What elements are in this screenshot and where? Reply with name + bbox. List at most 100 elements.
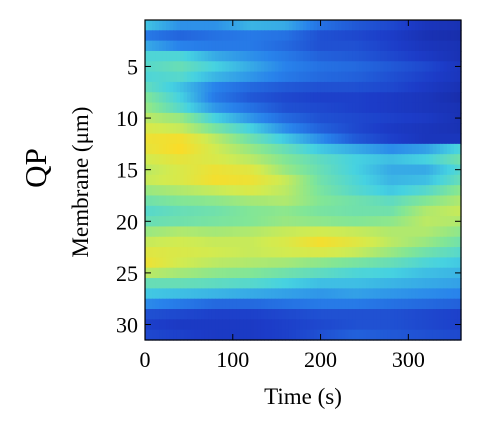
heatmap-cell (299, 257, 304, 269)
heatmap-cell (257, 319, 262, 331)
heatmap-cell (320, 133, 325, 145)
heatmap-cell (376, 133, 381, 145)
heatmap-cell (281, 216, 287, 228)
heatmap-cell (225, 247, 230, 259)
heatmap-cell (453, 195, 459, 207)
heatmap-cell (306, 216, 311, 228)
heatmap-cell (243, 298, 248, 310)
heatmap-cell (208, 247, 213, 259)
heatmap-cell (418, 143, 423, 155)
heatmap-cell (432, 205, 438, 217)
heatmap-cell (362, 319, 367, 331)
heatmap-cell (303, 257, 308, 269)
heatmap-cell (295, 257, 301, 269)
heatmap-cell (404, 278, 409, 289)
heatmap-cell (436, 81, 441, 93)
heatmap-cell (190, 329, 195, 341)
heatmap-cell (229, 329, 234, 341)
heatmap-cell (355, 81, 360, 93)
heatmap-cell (204, 319, 209, 331)
heatmap-cell (260, 185, 265, 197)
heatmap-cell (376, 319, 381, 331)
heatmap-cell (397, 40, 402, 52)
heatmap-cell (366, 185, 371, 197)
heatmap-cell (187, 257, 192, 269)
heatmap-cell (387, 123, 392, 135)
heatmap-cell (345, 61, 350, 73)
heatmap-cell (453, 40, 459, 52)
heatmap-cell (148, 236, 153, 248)
heatmap-cell (439, 195, 445, 207)
heatmap-cell (355, 329, 360, 341)
heatmap-cell (348, 236, 353, 248)
heatmap-cell (411, 50, 416, 62)
x-tick-label: 100 (216, 347, 249, 372)
heatmap-cell (425, 205, 430, 217)
heatmap-cell (155, 329, 160, 341)
heatmap-cell (338, 309, 343, 320)
heatmap-cell (390, 30, 395, 42)
heatmap-cell (292, 154, 297, 166)
heatmap-cell (362, 247, 367, 259)
heatmap-cell (180, 247, 185, 259)
heatmap-cell (401, 30, 406, 42)
heatmap-cell (327, 123, 332, 135)
heatmap-cell (278, 309, 283, 320)
heatmap-cell (352, 143, 357, 155)
heatmap-cell (267, 226, 272, 238)
heatmap-cell (457, 288, 462, 300)
heatmap-cell (338, 226, 343, 238)
heatmap-cell (281, 298, 287, 310)
heatmap-cell (232, 267, 237, 279)
heatmap-cell (457, 174, 462, 186)
heatmap-cell (271, 319, 276, 331)
heatmap-cell (390, 226, 395, 238)
heatmap-cell (295, 112, 301, 124)
heatmap-cell (187, 92, 192, 104)
heatmap-cell (257, 278, 262, 289)
heatmap-cell (176, 236, 181, 248)
heatmap-cell (390, 278, 395, 289)
heatmap-cell (169, 288, 174, 300)
heatmap-cell (425, 30, 430, 42)
heatmap-cell (345, 205, 350, 217)
heatmap-cell (418, 226, 423, 238)
heatmap-cell (341, 319, 346, 331)
heatmap-cell (239, 133, 244, 145)
heatmap-cell (162, 288, 167, 300)
heatmap-cell (373, 71, 378, 83)
heatmap-cell (239, 81, 244, 93)
heatmap-cell (278, 81, 283, 93)
heatmap-cell (145, 92, 150, 104)
heatmap-cell (303, 20, 308, 31)
heatmap-cell (176, 133, 181, 145)
heatmap-cell (380, 143, 385, 155)
x-tick-label: 0 (140, 347, 151, 372)
heatmap-cell (397, 247, 402, 259)
heatmap-cell (313, 195, 318, 207)
heatmap-cell (183, 30, 188, 42)
heatmap-cell (225, 288, 230, 300)
heatmap-cell (155, 298, 160, 310)
heatmap-cell (264, 278, 269, 289)
heatmap-cell (236, 40, 241, 52)
heatmap-cell (292, 61, 297, 73)
heatmap-cell (190, 20, 195, 31)
heatmap-cell (250, 40, 255, 52)
heatmap-cell (387, 247, 392, 259)
heatmap-cell (197, 133, 202, 145)
heatmap-cell (162, 112, 167, 124)
heatmap-cell (457, 102, 462, 114)
heatmap-cell (401, 226, 406, 238)
heatmap-cell (408, 61, 413, 73)
heatmap-cell (425, 195, 430, 207)
heatmap-cell (310, 278, 315, 289)
heatmap-cell (204, 309, 209, 320)
heatmap-cell (415, 30, 420, 42)
heatmap-cell (457, 154, 462, 166)
heatmap-cell (366, 247, 371, 259)
heatmap-cell (229, 143, 234, 155)
heatmap-cell (155, 112, 160, 124)
heatmap-cell (397, 309, 402, 320)
heatmap-cell (387, 154, 392, 166)
